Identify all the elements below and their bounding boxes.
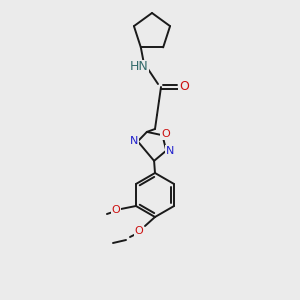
Text: O: O <box>179 80 189 94</box>
Text: O: O <box>135 226 143 236</box>
Text: HN: HN <box>130 61 148 74</box>
Text: N: N <box>130 136 138 146</box>
Text: N: N <box>166 146 175 156</box>
Text: O: O <box>112 205 120 215</box>
Text: O: O <box>161 129 170 139</box>
